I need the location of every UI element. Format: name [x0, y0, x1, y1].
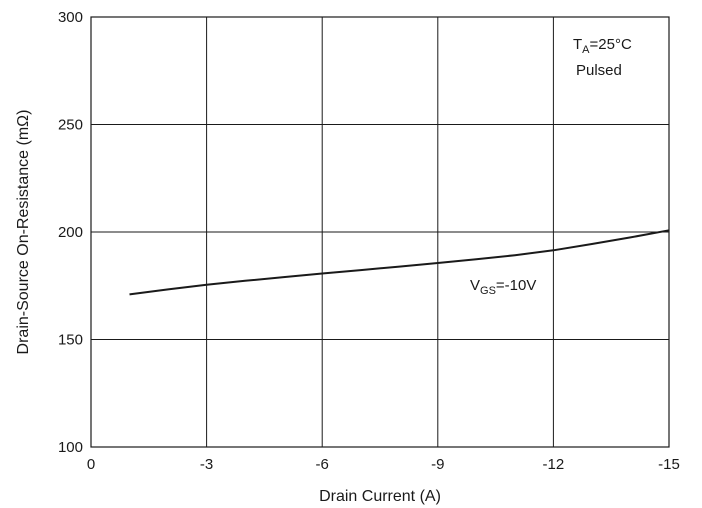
condition-annotation: TA=25°C — [573, 36, 632, 56]
condition-annotation-pulsed: Pulsed — [576, 62, 622, 79]
x-axis-label: Drain Current (A) — [319, 488, 441, 505]
x-tick-label: -3 — [200, 456, 213, 473]
plot-frame — [90, 16, 670, 448]
y-tick-label: 100 — [58, 439, 83, 456]
tick-labels: 0 -3 -6 -9 -12 -15 100 150 200 250 300 — [58, 9, 680, 473]
x-tick-label: -12 — [543, 456, 565, 473]
grid — [91, 17, 669, 447]
x-tick-label: -9 — [431, 456, 444, 473]
series-line-vgs-10v — [129, 229, 670, 296]
x-tick-label: -15 — [658, 456, 680, 473]
y-axis-label: Drain-Source On-Resistance (mΩ) — [15, 110, 32, 355]
x-tick-label: -6 — [316, 456, 329, 473]
series-label: VGS=-10V — [470, 277, 536, 297]
x-tick-label: 0 — [87, 456, 95, 473]
y-tick-label: 200 — [58, 224, 83, 241]
y-tick-label: 250 — [58, 117, 83, 134]
y-tick-label: 300 — [58, 9, 83, 26]
y-tick-label: 150 — [58, 332, 83, 349]
